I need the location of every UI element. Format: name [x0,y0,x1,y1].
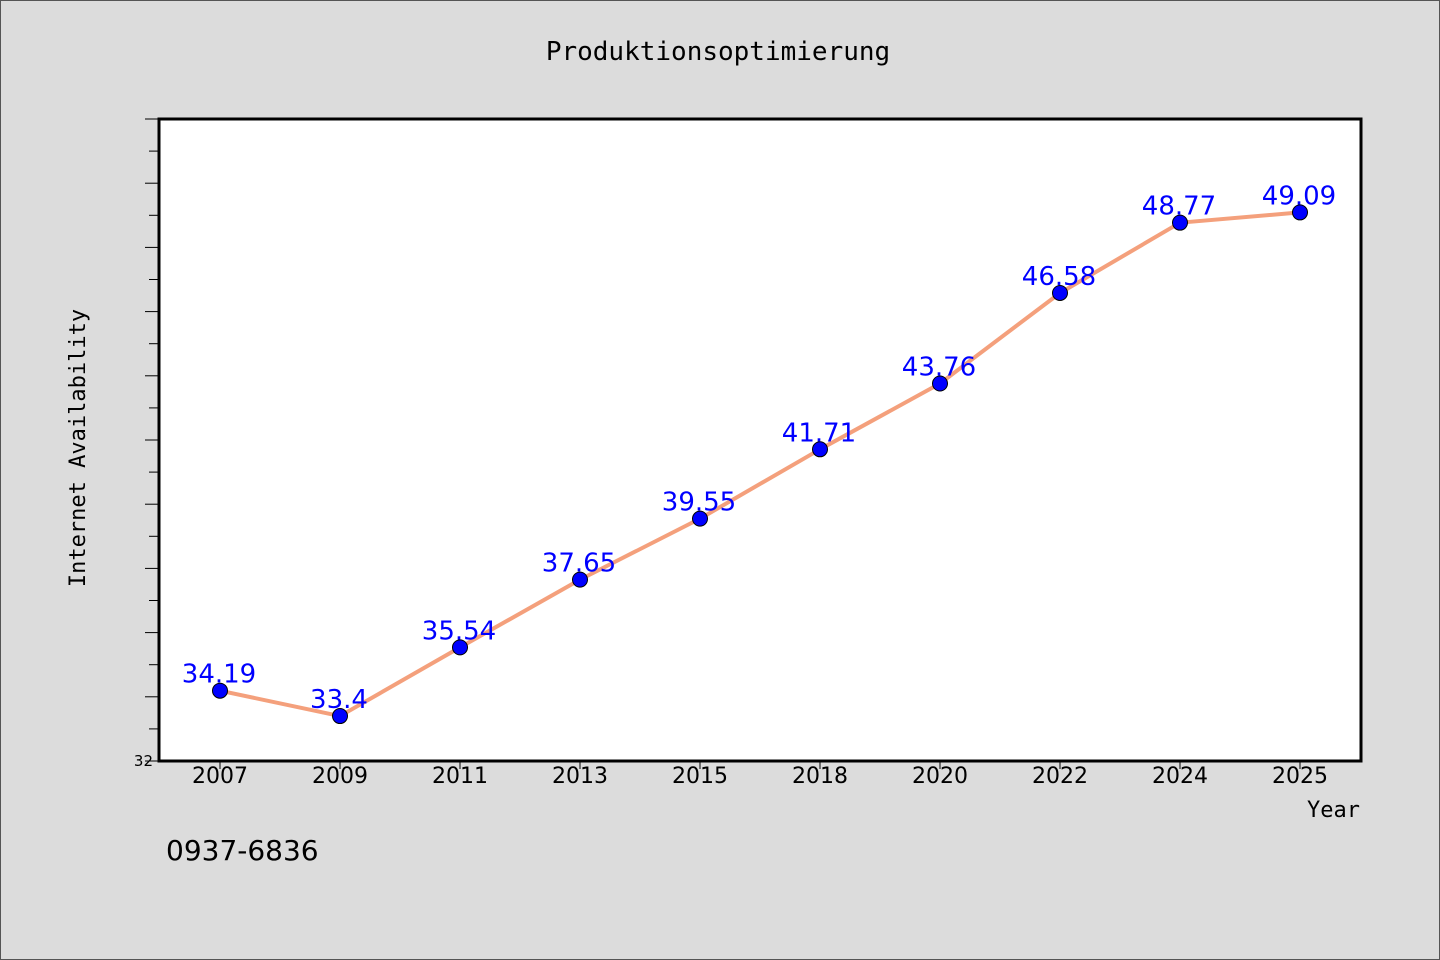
x-tick-label: 2018 [792,764,848,789]
data-point [1172,214,1188,231]
x-axis-ticks: 2007 2009 2011 2013 2015 2018 2020 2022 2024 2025 [192,761,1328,789]
data-label: 46.58 [1022,262,1096,292]
chart-title: Produktionsoptimierung [546,37,890,67]
y-axis-label: Internet Availability [66,309,91,587]
plot-area [157,117,1363,763]
data-label: 39.55 [662,488,736,518]
data-point [1292,204,1308,221]
x-tick-label: 2011 [432,764,488,789]
data-label: 35.54 [422,616,496,646]
data-label: 49.09 [1262,181,1336,211]
series-points [212,204,1308,725]
footnote-code: 0937-6836 [166,834,319,867]
data-label: 33.4 [310,685,368,715]
y-tick-label: 32 [134,752,153,770]
data-point [332,708,348,725]
series-data-labels: 34.19 33.4 35.54 37.65 39.55 41.71 43.76 46.58 4… [182,181,1336,715]
data-point [212,682,228,699]
series-polyline [218,210,1302,719]
data-point [812,441,828,458]
data-point [572,571,588,588]
data-point [1052,284,1068,301]
x-tick-label: 2007 [192,764,248,789]
x-tick-label: 2022 [1032,764,1088,789]
x-tick-label: 2024 [1152,764,1208,789]
x-tick-label: 2020 [912,764,968,789]
series-line [218,210,1302,719]
x-tick-label: 2013 [552,764,608,789]
data-label: 34.19 [182,660,256,690]
x-tick-label: 2009 [312,764,368,789]
data-label: 41.71 [782,418,856,448]
data-label: 37.65 [542,549,616,579]
data-point [692,510,708,527]
data-label: 43.76 [902,353,976,383]
x-tick-label: 2015 [672,764,728,789]
y-axis-ticks: 32 [134,118,159,770]
data-point [452,639,468,656]
x-tick-label: 2025 [1272,764,1328,789]
x-axis-label: Year [1307,798,1360,823]
data-point [932,375,948,392]
data-label: 48.77 [1142,192,1216,222]
